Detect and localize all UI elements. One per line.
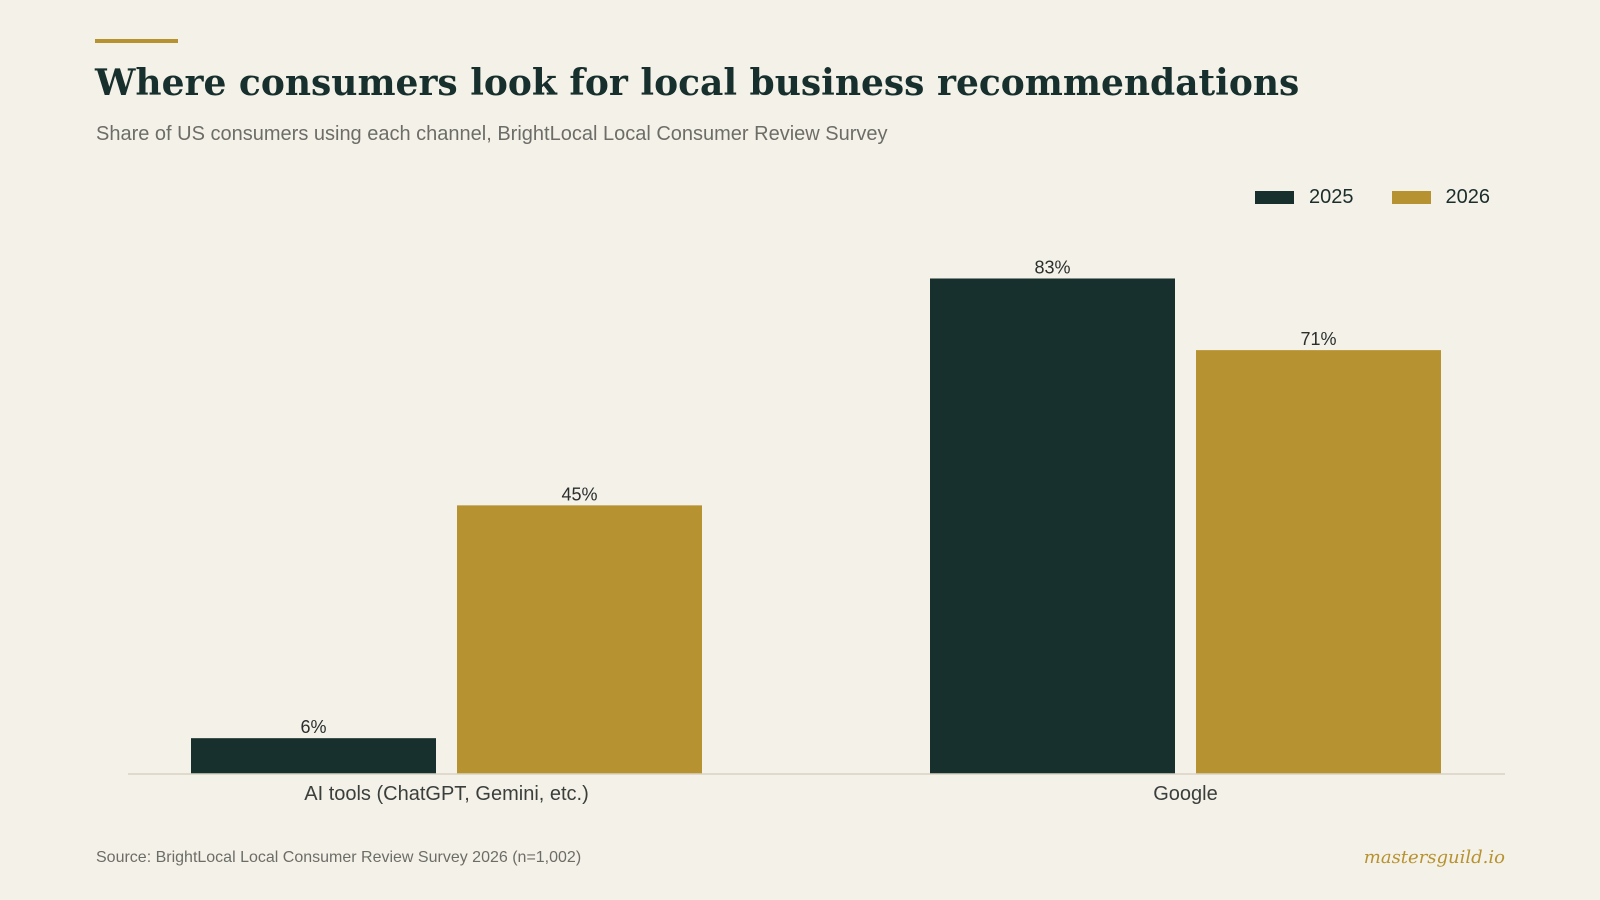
value-label-google-2026: 71% [1300,329,1336,349]
legend-swatch-2025 [1255,191,1294,204]
legend-swatch-2026 [1391,191,1431,204]
category-label-ai-tools-chatgpt-gemini-etc: AI tools (ChatGPT, Gemini, etc.) [304,783,589,805]
bar-google-2026 [1196,350,1441,774]
legend-item-2025: 2025 [1255,186,1354,209]
title-accent-rule [95,39,178,43]
legend-label-2026: 2026 [1445,186,1491,208]
legend: 2025 2026 [1255,186,1490,209]
category-labels-group: AI tools (ChatGPT, Gemini, etc.) Google [304,783,1218,805]
legend-label-2025: 2025 [1309,186,1354,208]
legend-item-2026: 2026 [1391,186,1491,209]
bars-group [191,278,1441,774]
bar-google-2025 [930,278,1175,774]
value-label-ai-tools-chatgpt-gemini-etc-2026: 45% [561,484,597,504]
bar-ai-tools-chatgpt-gemini-etc-2025 [191,738,436,774]
category-label-google: Google [1153,783,1218,805]
chart-title: Where consumers look for local business … [95,62,1300,104]
value-labels-group: 6% 45% 83% 71% [300,257,1336,737]
value-label-google-2025: 83% [1034,257,1070,277]
source-note: Source: BrightLocal Local Consumer Revie… [96,849,582,866]
brand-link[interactable]: mastersguild.io [1363,847,1505,868]
bar-ai-tools-chatgpt-gemini-etc-2026 [457,505,702,774]
value-label-ai-tools-chatgpt-gemini-etc-2025: 6% [300,717,326,737]
chart-subtitle: Share of US consumers using each channel… [96,123,888,145]
